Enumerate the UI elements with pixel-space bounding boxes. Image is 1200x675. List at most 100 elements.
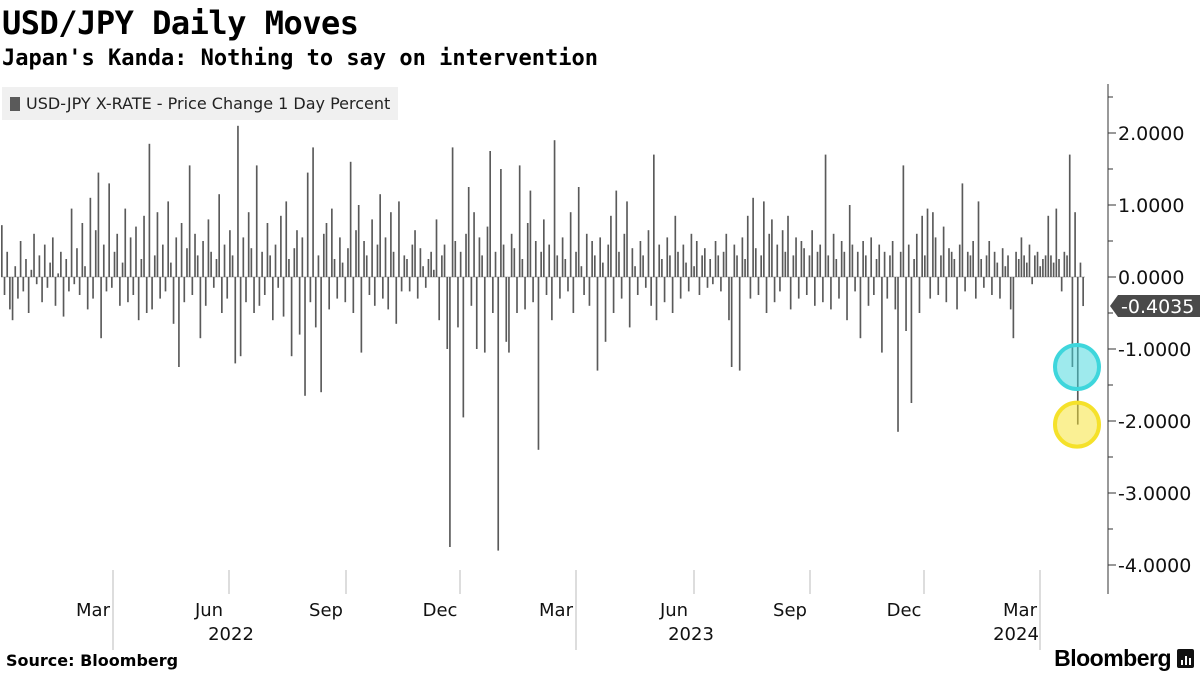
bar <box>543 219 545 277</box>
bar <box>277 277 280 288</box>
bar <box>639 241 642 277</box>
bar <box>744 259 746 277</box>
bar <box>556 255 559 277</box>
bar <box>457 277 459 328</box>
bar <box>441 255 443 277</box>
bar <box>1079 262 1082 277</box>
x-month-label: Sep <box>309 600 343 621</box>
bar <box>653 154 655 277</box>
bar <box>352 277 355 313</box>
bar <box>805 277 808 295</box>
bar <box>199 277 202 339</box>
bar <box>438 277 441 321</box>
bar <box>60 251 62 277</box>
bar <box>545 277 548 295</box>
bar <box>379 194 381 277</box>
bar <box>347 248 349 277</box>
bar <box>797 277 800 299</box>
bar <box>46 277 49 288</box>
bar <box>695 241 698 277</box>
bar <box>953 259 956 277</box>
bar <box>35 277 38 285</box>
bar <box>406 259 408 277</box>
x-month-label: Mar <box>76 600 111 621</box>
bar <box>6 251 9 277</box>
bar <box>942 226 945 277</box>
bar <box>57 273 60 277</box>
bar <box>585 233 588 277</box>
bar <box>765 277 768 313</box>
bar <box>1028 244 1031 277</box>
bar <box>328 277 331 310</box>
bar <box>508 277 510 353</box>
bar <box>714 241 717 277</box>
bar <box>572 277 575 313</box>
bar <box>422 266 424 277</box>
bar <box>690 233 693 277</box>
bar <box>202 241 204 277</box>
bar <box>43 244 46 277</box>
bar <box>301 237 304 277</box>
bar <box>427 259 430 277</box>
bar <box>65 259 68 277</box>
bar <box>145 277 148 313</box>
x-month-label: Jun <box>659 600 688 621</box>
bar <box>993 251 996 277</box>
bar <box>274 244 277 277</box>
bar <box>22 277 25 292</box>
bar <box>312 147 314 277</box>
bar <box>151 277 153 310</box>
bar <box>403 255 406 277</box>
bar <box>261 251 263 277</box>
bar <box>655 277 658 321</box>
bar <box>19 241 22 277</box>
bar <box>730 277 733 367</box>
bar <box>980 259 983 277</box>
bar <box>30 269 33 277</box>
bar <box>119 277 121 306</box>
bar <box>108 183 110 277</box>
bar <box>899 251 902 277</box>
bar <box>814 277 816 306</box>
bar <box>314 277 317 328</box>
bar <box>905 277 907 331</box>
bar <box>728 277 730 321</box>
bar <box>567 277 569 292</box>
bar <box>583 277 585 295</box>
bar <box>188 165 191 277</box>
bar <box>934 237 937 277</box>
bar <box>510 233 513 277</box>
bar <box>196 255 199 277</box>
x-month-label: Mar <box>539 600 574 621</box>
bar <box>167 201 170 277</box>
bar <box>881 277 883 353</box>
bar <box>186 248 188 277</box>
bar <box>894 277 897 310</box>
bar <box>3 277 6 295</box>
bar <box>746 215 749 277</box>
bar <box>68 277 70 292</box>
bar <box>266 223 269 277</box>
bar <box>615 190 618 277</box>
bar <box>1050 255 1052 277</box>
bar <box>500 169 502 277</box>
chart-subtitle: Japan's Kanda: Nothing to say on interve… <box>2 46 599 71</box>
bar <box>462 277 465 418</box>
bar <box>1060 277 1063 292</box>
bar <box>331 208 333 277</box>
bar <box>534 241 537 277</box>
bar <box>1025 262 1028 277</box>
bar <box>830 277 832 310</box>
bar <box>470 277 473 306</box>
bar <box>285 201 288 277</box>
bar <box>526 223 529 277</box>
bar <box>591 241 593 277</box>
bar <box>784 251 787 277</box>
bar <box>454 241 457 277</box>
bar <box>446 277 449 349</box>
bar <box>322 233 325 277</box>
bar <box>972 241 974 277</box>
bar <box>958 244 961 277</box>
bar <box>867 277 870 306</box>
bar <box>698 277 701 295</box>
